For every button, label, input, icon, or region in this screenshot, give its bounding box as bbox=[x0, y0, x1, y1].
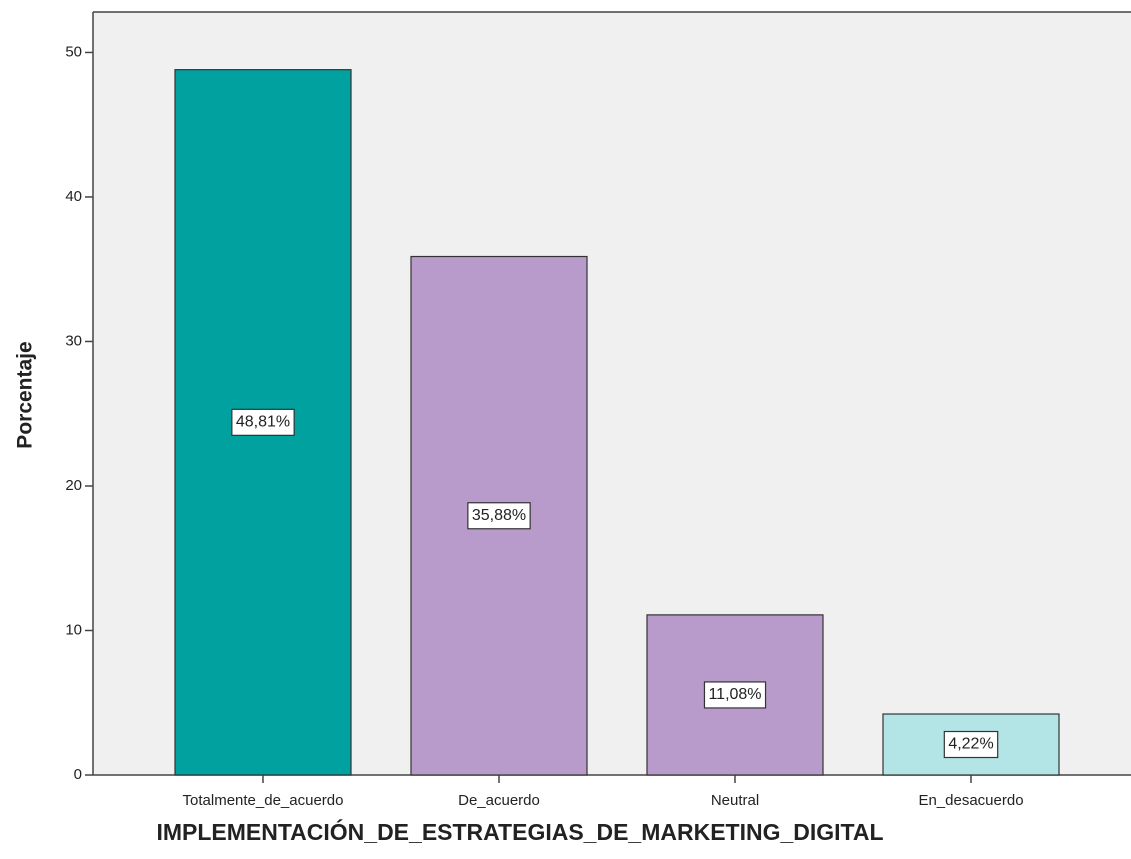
y-axis-label: Porcentaje bbox=[14, 341, 37, 448]
y-tick-label: 0 bbox=[74, 766, 82, 783]
value-label: 11,08% bbox=[708, 686, 761, 703]
value-label-box bbox=[231, 408, 295, 436]
value-label-box bbox=[943, 730, 999, 759]
y-tick-label: 40 bbox=[65, 188, 82, 205]
value-label: 4,22% bbox=[948, 736, 993, 753]
value-label: 35,88% bbox=[472, 507, 526, 524]
y-tick-label: 50 bbox=[65, 43, 82, 60]
value-label-box bbox=[703, 681, 767, 709]
x-axis-label: IMPLEMENTACIÓN_DE_ESTRATEGIAS_DE_MARKETI… bbox=[156, 818, 883, 845]
x-tick-label: En_desacuerdo bbox=[918, 792, 1023, 809]
value-label: 48,81% bbox=[236, 414, 290, 431]
y-tick-label: 10 bbox=[65, 621, 82, 638]
x-tick-label: Neutral bbox=[711, 792, 759, 809]
value-label-box bbox=[467, 502, 531, 530]
y-tick-label: 30 bbox=[65, 332, 82, 349]
x-tick-label: De_acuerdo bbox=[458, 792, 540, 809]
x-tick-label: Totalmente_de_acuerdo bbox=[183, 792, 344, 809]
y-tick-label: 20 bbox=[65, 477, 82, 494]
